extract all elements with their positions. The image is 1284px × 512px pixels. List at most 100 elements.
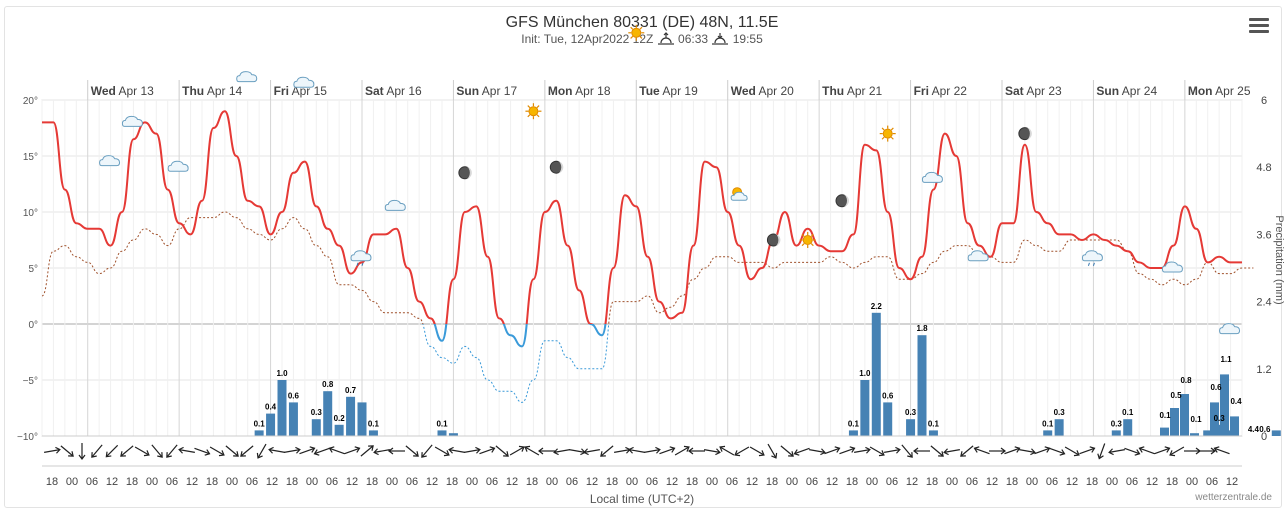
- wind-arrow-icon: [91, 444, 103, 458]
- x-tick-label: 18: [366, 476, 378, 488]
- precip-bar: [323, 391, 333, 436]
- precip-bar: [928, 430, 938, 436]
- x-tick-label: 18: [606, 476, 618, 488]
- x-tick-label: 06: [486, 476, 498, 488]
- x-tick-label: 06: [646, 476, 658, 488]
- wind-arrow-icon: [767, 443, 778, 459]
- day-label: Mon Apr 25: [1188, 84, 1251, 98]
- partly-sunny-icon: [730, 187, 748, 201]
- wind-arrow-icon: [1108, 448, 1125, 456]
- precip-bar: [254, 430, 264, 436]
- precip-value-label: 0.1: [1122, 408, 1134, 417]
- precip-bar: [437, 430, 447, 436]
- precip-bar: [906, 419, 916, 436]
- x-tick-label: 12: [1146, 476, 1158, 488]
- precip-value-label: 2.2: [871, 302, 883, 311]
- day-label: Wed Apr 13: [91, 84, 154, 98]
- precip-value-label: 0.8: [1180, 376, 1192, 385]
- precip-bar: [368, 430, 378, 436]
- precip-value-label: 0.6: [1210, 383, 1222, 392]
- x-tick-label: 18: [446, 476, 458, 488]
- y-tick-label-right: 2.4: [1256, 297, 1271, 309]
- wind-arrow-icon: [479, 446, 496, 455]
- wind-arrow-icon: [328, 446, 345, 455]
- wind-arrow-icon: [313, 447, 330, 456]
- precip-bar: [1054, 419, 1064, 436]
- precip-bar: [1214, 424, 1224, 436]
- wind-arrow-icon: [538, 447, 555, 455]
- moon-icon: [766, 233, 781, 247]
- wind-arrow-icon: [749, 446, 765, 457]
- init-text: Init: Tue, 12Apr2022 12Z: [521, 31, 654, 46]
- precip-bar: [1111, 430, 1121, 436]
- x-tick-label: 12: [586, 476, 598, 488]
- precip-value-label: 0.3: [1214, 414, 1226, 423]
- x-tick-label: 00: [706, 476, 718, 488]
- wind-arrow-icon: [256, 443, 267, 459]
- wind-arrow-icon: [1154, 446, 1171, 455]
- wind-arrow-icon: [901, 444, 913, 458]
- wind-arrow-icon: [1079, 446, 1096, 455]
- wind-arrow-icon: [1097, 443, 1106, 460]
- precip-value-label: 4.4: [1248, 425, 1260, 434]
- precip-bar: [1043, 430, 1053, 436]
- cloud-icon: [167, 160, 189, 172]
- x-tick-label: 18: [126, 476, 138, 488]
- wind-arrow-icon: [1213, 446, 1230, 455]
- precip-value-label: 0.1: [848, 419, 860, 428]
- day-label: Wed Apr 20: [731, 84, 794, 98]
- precip-bar: [1203, 430, 1213, 436]
- wind-arrow-icon: [793, 447, 810, 456]
- precip-bar: [1271, 430, 1281, 436]
- precip-value-label: 0.1: [436, 419, 448, 428]
- credit-text[interactable]: wetterzentrale.de: [1195, 492, 1272, 503]
- moon-icon: [1018, 127, 1032, 141]
- precip-value-label: 0.3: [1111, 419, 1123, 428]
- wind-arrow-icon: [1064, 446, 1080, 457]
- wind-arrow-icon: [809, 448, 826, 456]
- precip-bar: [1210, 402, 1219, 436]
- wind-arrow-icon: [268, 446, 285, 454]
- x-tick-label: 00: [866, 476, 878, 488]
- precip-value-label: 0.3: [905, 408, 917, 417]
- sun-icon: [799, 232, 816, 248]
- x-tick-label: 18: [1086, 476, 1098, 488]
- precip-bar: [1170, 408, 1179, 436]
- wind-arrow-icon: [1124, 447, 1141, 456]
- chart-container: [4, 6, 1282, 508]
- wind-arrow-icon: [464, 446, 481, 454]
- dewpoint-line: [41, 211, 1254, 324]
- x-tick-label: 00: [626, 476, 638, 488]
- precip-value-label: 0.1: [1042, 419, 1054, 428]
- precip-bar: [334, 424, 344, 436]
- precip-bar: [1220, 374, 1229, 436]
- wind-arrow-icon: [240, 445, 254, 457]
- day-label: Fri Apr 22: [914, 84, 968, 98]
- precip-bar: [288, 402, 298, 436]
- precip-value-label: 0.1: [254, 419, 266, 428]
- x-tick-label: 00: [306, 476, 318, 488]
- precip-value-label: 1.1: [1220, 355, 1232, 364]
- precip-bar: [871, 312, 881, 436]
- hamburger-menu-icon[interactable]: [1249, 18, 1269, 34]
- wind-arrow-icon: [943, 448, 960, 456]
- precip-value-label: 0.6: [882, 391, 894, 400]
- wind-arrow-icon: [105, 444, 119, 458]
- x-tick-label: 18: [1006, 476, 1018, 488]
- wind-arrow-icon: [60, 445, 74, 457]
- sunrise-time: 06:33: [678, 31, 709, 46]
- x-tick-label: 00: [226, 476, 238, 488]
- wind-arrow-icon: [628, 446, 645, 454]
- x-tick-label: 18: [206, 476, 218, 488]
- precip-value-label: 0.7: [345, 386, 357, 395]
- sunset-time: 19:55: [732, 31, 763, 46]
- wind-arrow-icon: [524, 445, 540, 456]
- precip-value-label: 0.2: [334, 414, 346, 423]
- chart-subtitle: Init: Tue, 12Apr2022 12Z 06:33 19:55: [0, 31, 1284, 46]
- sunrise-icon: [657, 31, 674, 45]
- wind-arrow-icon: [1184, 447, 1201, 455]
- precip-bar: [448, 433, 458, 436]
- x-tick-label: 06: [726, 476, 738, 488]
- x-tick-label: 12: [346, 476, 358, 488]
